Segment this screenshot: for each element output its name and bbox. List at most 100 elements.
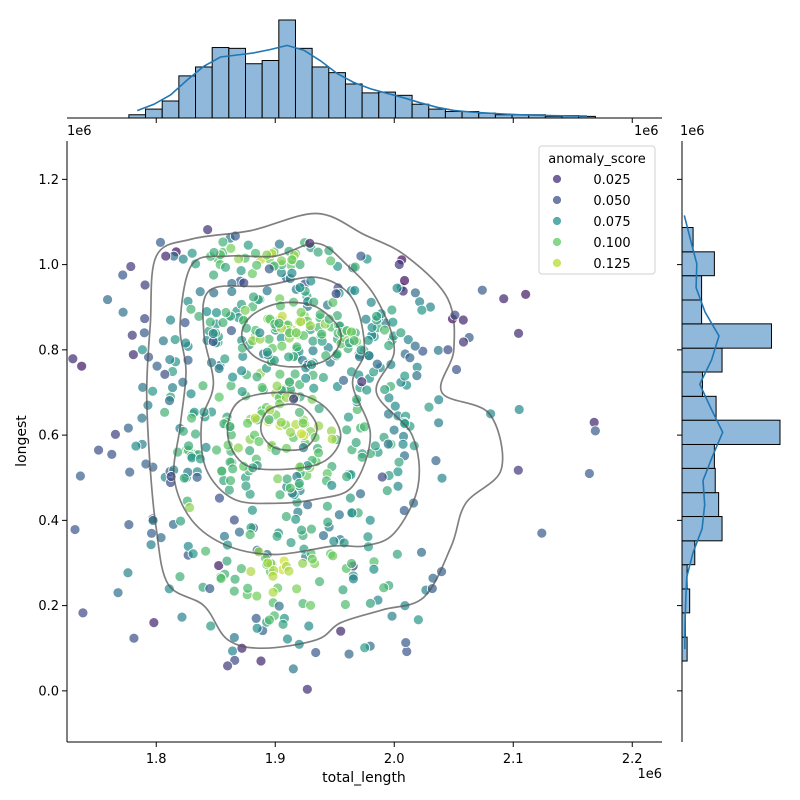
scatter-point xyxy=(234,526,245,538)
x-tick-label: 2.1 xyxy=(503,752,524,767)
legend-marker xyxy=(552,237,562,247)
marginal-y-offset: 1e6 xyxy=(680,124,705,139)
scatter-point xyxy=(263,414,275,425)
scatter-point xyxy=(289,368,301,380)
legend-marker xyxy=(552,195,562,205)
scatter-point xyxy=(368,563,380,575)
scatter-point xyxy=(106,448,118,460)
scatter-point xyxy=(235,265,247,277)
scatter-point xyxy=(261,346,273,358)
scatter-point xyxy=(186,247,198,259)
scatter-point xyxy=(208,269,219,281)
scatter-point xyxy=(392,480,404,492)
scatter-point xyxy=(306,523,317,535)
scatter-point xyxy=(301,683,313,695)
scatter-point xyxy=(362,531,374,543)
scatter-point xyxy=(389,400,401,412)
scatter-point xyxy=(433,417,445,429)
scatter-point xyxy=(160,250,172,262)
y-tick-label: 1.0 xyxy=(38,258,59,273)
scatter-point xyxy=(322,516,334,528)
marginal-y-kde xyxy=(683,215,724,650)
scatter-point xyxy=(122,567,134,579)
scatter-point xyxy=(130,440,142,452)
scatter-point xyxy=(167,382,178,393)
scatter-point xyxy=(290,327,302,339)
scatter-point xyxy=(291,583,303,595)
scatter-point xyxy=(314,576,325,588)
scatter-point xyxy=(304,320,316,332)
scatter-point xyxy=(401,646,413,657)
scatter-point xyxy=(321,500,333,512)
scatter-point xyxy=(393,259,405,270)
marginal-x-offset-right: 1e6 xyxy=(634,124,659,139)
scatter-point xyxy=(286,267,298,279)
legend-entries: 0.025 0.050 0.075 0.100 0.125 xyxy=(552,173,631,272)
scatter-point xyxy=(236,365,248,377)
scatter-point xyxy=(313,447,324,459)
scatter-point xyxy=(261,285,273,297)
scatter-point xyxy=(236,386,248,397)
scatter-point xyxy=(355,250,367,262)
scatter-points xyxy=(43,224,601,695)
scatter-point xyxy=(145,539,157,551)
scatter-point xyxy=(200,441,212,453)
scatter-point xyxy=(513,327,524,339)
scatter-point xyxy=(323,245,335,257)
scatter-point xyxy=(393,456,405,468)
scatter-point xyxy=(341,424,353,436)
scatter-point xyxy=(253,546,265,558)
scatter-point xyxy=(202,224,214,236)
scatter-point xyxy=(316,328,328,340)
scatter-point xyxy=(187,548,199,560)
scatter-point xyxy=(432,344,444,356)
scatter-point xyxy=(273,238,285,250)
scatter-point xyxy=(312,246,324,258)
scatter-point xyxy=(123,519,135,531)
marginal-y-bar xyxy=(681,299,703,325)
scatter-point xyxy=(117,306,129,318)
scatter-point xyxy=(43,334,53,344)
scatter-point xyxy=(253,436,265,447)
scatter-point xyxy=(282,633,293,645)
marginal-x-bar xyxy=(145,108,163,119)
scatter-point xyxy=(213,391,225,403)
scatter-point xyxy=(164,395,175,406)
marginal-y-bar xyxy=(681,467,716,494)
scatter-point xyxy=(235,563,247,575)
scatter-point xyxy=(290,513,302,525)
marginal-x-histogram xyxy=(128,19,596,119)
scatter-point xyxy=(211,444,222,456)
scatter-point xyxy=(327,550,339,562)
scatter-point xyxy=(117,269,129,281)
scatter-point xyxy=(262,557,274,569)
legend-label: 0.075 xyxy=(593,215,630,230)
scatter-point xyxy=(383,392,395,404)
scatter-point xyxy=(412,614,424,626)
legend-marker xyxy=(552,216,562,226)
scatter-point xyxy=(272,473,284,485)
scatter-point xyxy=(228,585,240,597)
scatter-point xyxy=(308,382,320,394)
marginal-x-kde xyxy=(136,44,588,117)
scatter-point xyxy=(180,337,192,349)
marginal-y-bar xyxy=(681,492,720,518)
scatter-point xyxy=(392,466,404,478)
scatter-point xyxy=(330,288,342,300)
scatter-point xyxy=(137,381,149,393)
scatter-point xyxy=(378,582,390,594)
scatter-point xyxy=(286,254,298,266)
scatter-point xyxy=(302,499,314,511)
marginal-x-bar xyxy=(261,59,280,119)
scatter-point xyxy=(346,558,357,569)
scatter-point xyxy=(190,258,202,270)
marginal-y-histogram xyxy=(681,215,781,662)
scatter-point xyxy=(224,421,236,432)
scatter-point xyxy=(371,358,383,370)
scatter-point xyxy=(220,307,232,318)
scatter-point xyxy=(225,242,237,254)
scatter-point xyxy=(191,471,203,483)
scatter-point xyxy=(294,282,306,293)
scatter-point xyxy=(147,515,159,526)
scatter-point xyxy=(383,408,394,420)
